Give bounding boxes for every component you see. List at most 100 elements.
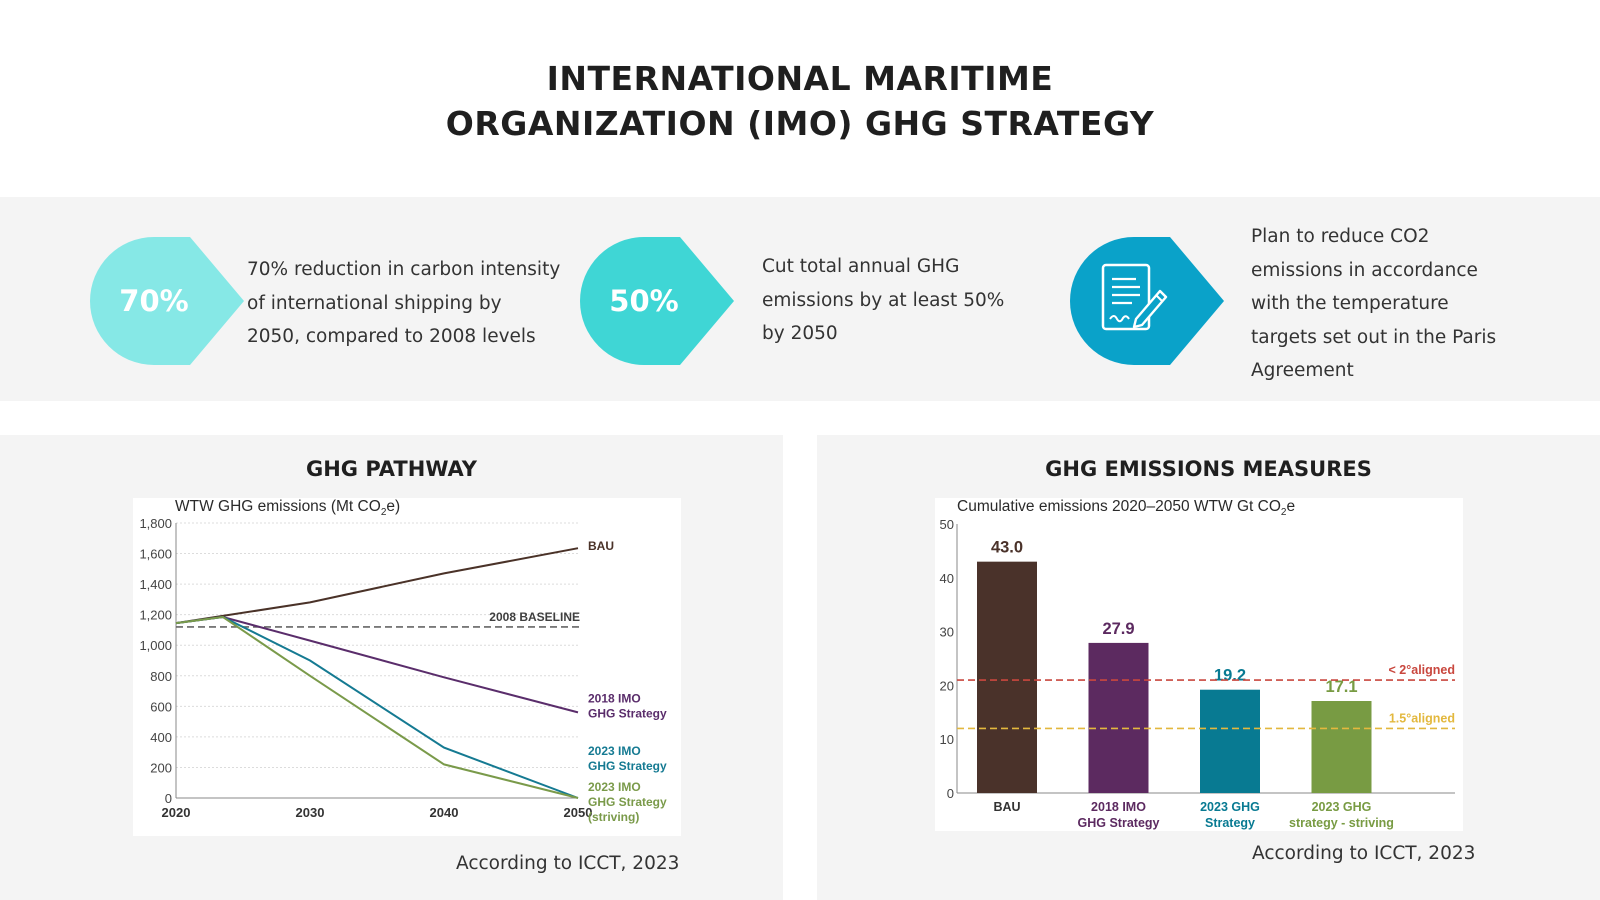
- series-label-line: GHG Strategy: [588, 706, 667, 720]
- bars-group: 43.0 BAU 27.9 2018 IMO GHG Strategy 19.2 2023 …: [977, 539, 1394, 830]
- y-tick-label: 50: [940, 517, 954, 532]
- bar-category-label-line: BAU: [993, 800, 1020, 814]
- ghg-measures-title: GHG EMISSIONS MEASURES: [1045, 457, 1372, 481]
- bar-value-label: 19.2: [1214, 667, 1246, 685]
- feature-text-line: by 2050: [762, 323, 838, 344]
- series-label: 2023 IMO GHG Strategy: [588, 744, 667, 773]
- series-line: [175, 615, 579, 799]
- bar-value-label: 27.9: [1102, 620, 1134, 638]
- bar-category-label: 2018 IMO GHG Strategy: [1078, 800, 1160, 830]
- y-axis-label: Cumulative emissions 2020–2050 WTW Gt CO…: [957, 498, 1295, 518]
- series-group: [175, 547, 579, 799]
- x-tick-label: 2050: [564, 805, 593, 820]
- line-chart: 0 200 400 600 800 1,000 1,200 1,400 1,600 1,800 20…: [139, 498, 667, 824]
- reference-line-label: < 2°aligned: [1389, 663, 1455, 677]
- bar: [977, 561, 1037, 793]
- bar-value-label: 43.0: [991, 539, 1023, 557]
- bar-category-label: BAU: [993, 800, 1020, 814]
- ghg-measures-panel: GHG EMISSIONS MEASURES 0 10 20 30 40 50 43.0 B…: [817, 435, 1600, 900]
- bar: [1200, 689, 1260, 793]
- y-tick-label: 30: [940, 625, 954, 640]
- x-tick-label: 2040: [430, 805, 459, 820]
- series-line: [175, 615, 579, 714]
- badge-70-percent: 70%: [90, 237, 246, 365]
- y-tick-label: 1,000: [139, 638, 172, 653]
- reference-lines-group: < 2°aligned 1.5°aligned: [957, 663, 1455, 730]
- badge-shape: [580, 237, 734, 365]
- y-tick-label: 800: [150, 669, 172, 684]
- bar: [1311, 701, 1372, 793]
- series-label-line: 2023 IMO: [588, 744, 641, 758]
- series-label-line: BAU: [588, 539, 614, 553]
- feature-text-total-emissions: Cut total annual GHG emissions by at lea…: [762, 250, 1004, 351]
- series-label-line: GHG Strategy: [588, 759, 667, 773]
- feature-band: [0, 197, 1600, 401]
- series-label-line: GHG Strategy: [588, 795, 667, 809]
- feature-text-line: 70% reduction in carbon intensity: [247, 259, 561, 280]
- ghg-measures-source: According to ICCT, 2023: [1252, 843, 1476, 864]
- badge-paris-agreement: [1070, 237, 1226, 365]
- feature-text-line: Plan to reduce CO2: [1251, 226, 1430, 247]
- feature-text-paris-agreement: Plan to reduce CO2 emissions in accordan…: [1251, 220, 1496, 388]
- badge-label: 50%: [609, 284, 679, 318]
- series-line: [175, 615, 579, 799]
- y-tick-label: 1,800: [139, 516, 172, 531]
- bar-category-label-line: 2023 GHG: [1200, 800, 1260, 814]
- badge-shape: [90, 237, 244, 365]
- feature-text-carbon-intensity: 70% reduction in carbon intensity of int…: [247, 253, 560, 354]
- document-signature-icon: [1101, 263, 1168, 331]
- page-title: INTERNATIONAL MARITIME ORGANIZATION (IMO…: [0, 56, 1600, 146]
- y-tick-label: 400: [150, 730, 172, 745]
- bar-category-label-line: 2018 IMO: [1091, 800, 1146, 814]
- badge-50-percent: 50%: [580, 237, 736, 365]
- bar-category-label: 2023 GHG Strategy: [1200, 800, 1260, 830]
- gridlines: [176, 522, 578, 768]
- bar-category-label-line: GHG Strategy: [1078, 816, 1160, 830]
- bar-category-label-line: 2023 GHG: [1312, 800, 1372, 814]
- badge-shape: [1070, 237, 1224, 365]
- feature-text-line: with the temperature: [1251, 293, 1449, 314]
- y-tick-label: 20: [940, 678, 954, 693]
- feature-text-line: Agreement: [1251, 360, 1354, 381]
- feature-text-line: emissions by at least 50%: [762, 289, 1005, 311]
- bar-value-label: 17.1: [1325, 678, 1357, 696]
- page-title-line-1: INTERNATIONAL MARITIME: [546, 59, 1054, 98]
- series-label: 2018 IMO GHG Strategy: [588, 691, 667, 720]
- series-label: BAU: [588, 539, 614, 553]
- y-tick-label: 1,400: [139, 577, 172, 592]
- badge-label: 70%: [119, 284, 189, 318]
- baseline-label: 2008 BASELINE: [489, 610, 580, 624]
- ghg-pathway-panel: GHG PATHWAY 0 200 400 600 800 1,000 1,200 1,400…: [0, 435, 783, 900]
- y-tick-label: 200: [150, 760, 172, 775]
- reference-line-label: 1.5°aligned: [1389, 711, 1455, 725]
- bar-chart: 0 10 20 30 40 50 43.0 BAU 27.9 2018 IMO GHG Strat…: [940, 498, 1455, 830]
- series-line: [175, 547, 579, 625]
- feature-text-line: emissions in accordance: [1251, 259, 1478, 281]
- axes: 0 200 400 600 800 1,000 1,200 1,400 1,600 1,800 20…: [139, 516, 592, 820]
- feature-text-line: targets set out in the Paris: [1251, 326, 1497, 348]
- y-tick-label: 0: [947, 786, 954, 801]
- series-label-line: 2018 IMO: [588, 691, 641, 705]
- x-tick-label: 2030: [296, 805, 325, 820]
- y-axis-label: WTW GHG emissions (Mt CO2e): [175, 498, 400, 518]
- series-label-line: 2023 IMO: [588, 780, 641, 794]
- bar-category-label-line: Strategy: [1205, 816, 1255, 830]
- bar-category-label: 2023 GHG strategy - striving: [1289, 800, 1394, 830]
- y-tick-label: 1,600: [139, 547, 172, 562]
- bar: [1088, 642, 1149, 793]
- ghg-pathway-source: According to ICCT, 2023: [456, 853, 680, 874]
- bar-chart-card: 0 10 20 30 40 50 43.0 BAU 27.9 2018 IMO GHG Strat…: [935, 498, 1463, 831]
- ghg-pathway-title: GHG PATHWAY: [305, 457, 477, 481]
- series-label-line: (striving): [588, 810, 639, 824]
- y-tick-label: 600: [150, 699, 172, 714]
- y-tick-label: 40: [940, 571, 954, 586]
- feature-text-line: Cut total annual GHG: [762, 256, 960, 277]
- page-title-line-2: ORGANIZATION (IMO) GHG STRATEGY: [445, 104, 1155, 143]
- line-chart-card: 0 200 400 600 800 1,000 1,200 1,400 1,600 1,800 20…: [133, 498, 681, 836]
- feature-text-line: 2050, compared to 2008 levels: [247, 326, 536, 347]
- bar-category-label-line: strategy - striving: [1289, 816, 1394, 830]
- x-tick-label: 2020: [162, 805, 191, 820]
- y-tick-label: 1,200: [139, 608, 172, 623]
- y-tick-label: 10: [940, 732, 954, 747]
